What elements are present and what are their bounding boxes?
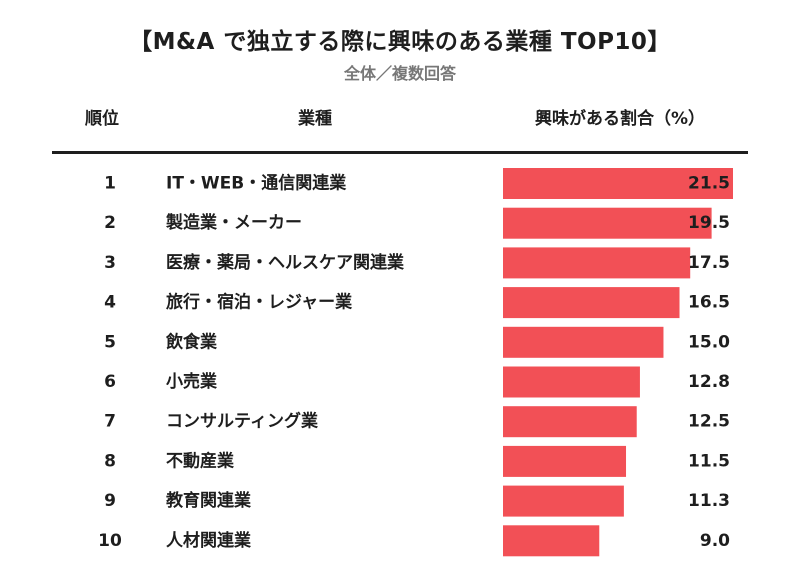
industry-label: 医療・薬局・ヘルスケア関連業: [166, 252, 404, 273]
value-label: 11.5: [688, 451, 730, 471]
industry-label: 教育関連業: [165, 490, 251, 511]
bar-4: [503, 287, 680, 319]
column-header-ratio: 興味がある割合（%）: [534, 109, 706, 129]
value-label: 15.0: [688, 332, 730, 352]
bar-8: [503, 445, 627, 477]
bar-7: [503, 406, 637, 438]
value-label: 11.3: [688, 491, 730, 511]
chart-subtitle: 全体／複数回答: [343, 64, 456, 83]
industry-label: 人材関連業: [166, 530, 251, 551]
rank-label: 3: [104, 253, 116, 273]
rank-label: 7: [104, 412, 116, 432]
bar-9: [503, 485, 624, 517]
rank-label: 8: [104, 451, 116, 471]
value-label: 9.0: [700, 531, 730, 551]
column-header-rank: 順位: [85, 109, 119, 129]
industry-label: 小売業: [166, 371, 217, 392]
rank-label: 2: [104, 213, 116, 233]
rank-label: 10: [98, 531, 122, 551]
header-divider: [52, 151, 748, 154]
industry-label: コンサルティング業: [166, 411, 318, 432]
value-label: 17.5: [688, 253, 730, 273]
rank-label: 5: [104, 332, 116, 352]
bar-5: [503, 326, 664, 358]
bar-10: [503, 525, 600, 557]
value-label: 12.8: [688, 372, 730, 392]
industry-label: 不動産業: [166, 450, 234, 471]
value-label: 12.5: [688, 412, 730, 432]
value-label: 21.5: [688, 174, 730, 194]
industry-label: 製造業・メーカー: [165, 212, 302, 233]
rank-label: 1: [104, 174, 116, 194]
bar-1: [503, 168, 733, 199]
industry-label: 飲食業: [165, 331, 217, 352]
value-label: 16.5: [688, 293, 730, 313]
value-label: 19.5: [688, 213, 730, 233]
rank-label: 6: [104, 372, 116, 392]
industry-label: 旅行・宿泊・レジャー業: [166, 292, 352, 313]
column-header-industry: 業種: [298, 109, 332, 129]
rank-label: 4: [104, 293, 116, 313]
bar-6: [503, 366, 640, 398]
industry-label: IT・WEB・通信関連業: [166, 173, 346, 194]
chart-title: 【M&A で独立する際に興味のある業種 TOP10】: [129, 29, 671, 55]
bar-3: [503, 247, 691, 279]
rank-label: 9: [104, 491, 116, 511]
bar-2: [503, 207, 712, 239]
